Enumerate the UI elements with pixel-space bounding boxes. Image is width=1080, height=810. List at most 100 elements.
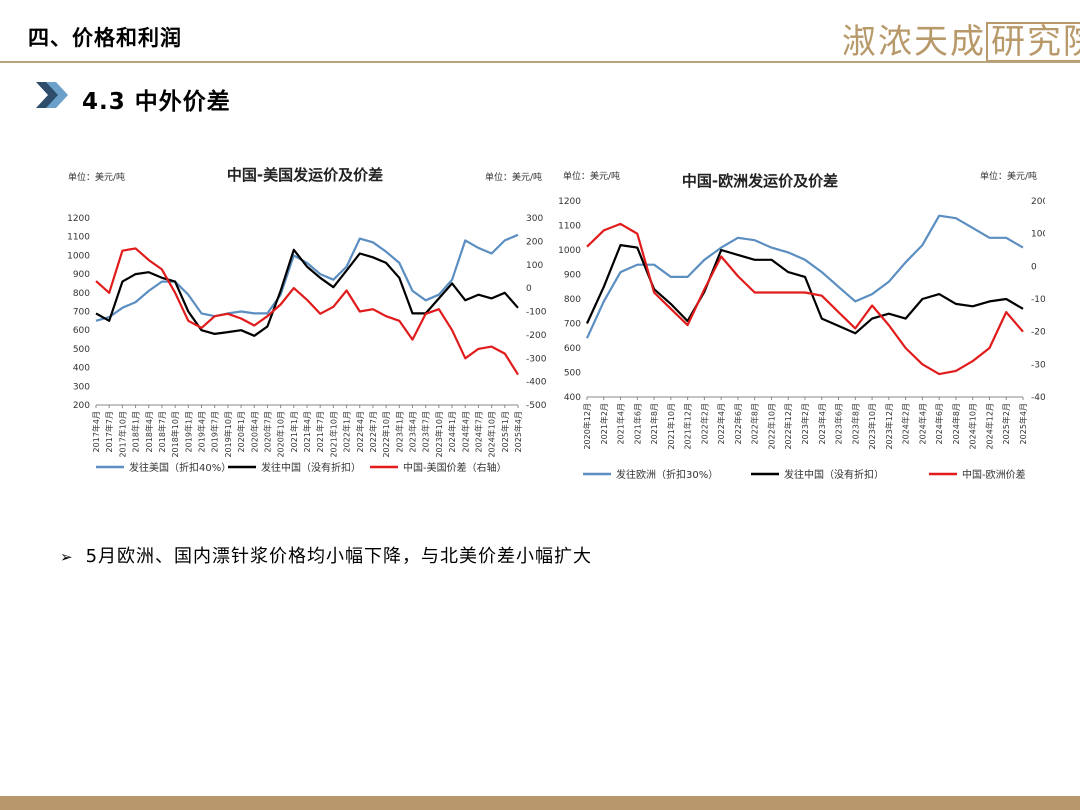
left-tick-label: 700 [564,320,581,330]
x-tick-label: 2024年4月 [460,411,470,452]
x-tick-label: 2021年12月 [683,403,693,450]
chart-title: 中国-欧洲发运价及价差 [682,172,838,190]
series-line-3 [95,247,519,376]
x-tick-label: 2023年12月 [884,403,894,450]
x-tick-label: 2022年1月 [342,411,352,452]
x-tick-label: 2020年12月 [582,403,592,450]
x-tick-label: 2023年4月 [817,403,827,444]
chart-china-us: 中国-美国发运价及价差 单位：美元/吨 单位：美元/吨 200 300 400 500 600… [67,166,547,474]
unit-left: 单位：美元/吨 [563,170,620,182]
right-tick-label: 100 [1031,230,1045,240]
left-tick-label: 1200 [558,197,581,207]
x-tick-label: 2023年2月 [800,403,810,444]
left-tick-label: 200 [73,401,90,411]
left-tick-label: 1100 [558,222,581,232]
x-tick-label: 2021年2月 [599,403,609,444]
right-tick-label: -100 [1031,295,1045,305]
legend-label-2: 发往中国（没有折扣） [261,461,361,474]
x-tick-label: 2019年4月 [197,411,207,452]
right-tick-label: -200 [1031,328,1045,338]
x-tick-label: 2025年4月 [1018,403,1028,444]
right-tick-label: 300 [526,214,543,224]
right-tick-label: -400 [526,378,547,388]
right-tick-label: 200 [1031,197,1045,207]
x-tick-label: 2020年10月 [276,411,286,458]
x-tick-label: 2023年10月 [867,403,877,450]
x-tick-label: 2022年4月 [716,403,726,444]
x-tick-label: 2024年8月 [951,403,961,444]
x-tick-label: 2022年2月 [699,403,709,444]
left-tick-label: 500 [564,369,581,379]
x-tick-label: 2024年2月 [901,403,911,444]
chevron-right-icon [36,82,68,108]
left-tick-label: 900 [564,271,581,281]
series-line-2 [585,243,1024,335]
x-tick-label: 2019年1月 [183,411,193,452]
header-divider [0,61,1080,63]
subsection-title: 4.3 中外价差 [82,89,231,115]
left-tick-label: 1100 [67,233,90,243]
x-tick-label: 2020年1月 [236,411,246,452]
x-tick-label: 2020年7月 [262,411,272,452]
x-tick-label: 2024年6月 [934,403,944,444]
right-tick-label: -400 [1031,393,1045,403]
x-tick-label: 2017年7月 [104,411,114,452]
left-tick-label: 500 [73,345,90,355]
right-tick-label: -100 [526,308,547,318]
x-tick-label: 2023年8月 [850,403,860,444]
x-tick-label: 2024年10月 [487,411,497,458]
chart-title: 中国-美国发运价及价差 [227,166,383,184]
series-line-1 [585,214,1024,339]
brand-logo: 淑浓天成研究院 [842,14,1080,63]
x-tick-label: 2023年1月 [394,411,404,452]
x-tick-label: 2022年10月 [766,403,776,450]
series-line-3 [586,222,1024,376]
summary-text: 5月欧洲、国内漂针浆价格均小幅下降，与北美价差小幅扩大 [85,546,593,567]
x-tick-label: 2023年7月 [421,411,431,452]
x-tick-label: 2021年4月 [302,411,312,452]
x-tick-label: 2021年7月 [315,411,325,452]
series-line-1 [95,233,519,322]
x-tick-label: 2021年8月 [649,403,659,444]
logo-text-main: 淑浓天成 [842,22,986,62]
x-tick-label: 2022年7月 [368,411,378,452]
left-tick-label: 600 [564,344,581,354]
x-tick-label: 2021年10月 [666,403,676,450]
left-tick-label: 600 [73,326,90,336]
left-tick-label: 700 [73,308,90,318]
left-tick-label: 1000 [67,251,90,261]
unit-right: 单位：美元/吨 [980,170,1037,182]
x-tick-label: 2024年10月 [968,403,978,450]
x-tick-label: 2018年4月 [144,411,154,452]
x-tick-label: 2025年4月 [513,411,523,452]
left-tick-label: 300 [73,382,90,392]
x-tick-label: 2023年10月 [434,411,444,458]
right-tick-label: -500 [526,401,547,411]
legend-label-3: 中国-美国价差（右轴） [403,461,507,474]
x-tick-label: 2017年10月 [117,411,127,458]
legend-label-1: 发往欧洲（折扣30%） [616,468,718,481]
left-tick-label: 400 [73,364,90,374]
right-tick-label: -300 [1031,360,1045,370]
left-tick-label: 800 [73,289,90,299]
x-tick-label: 2025年1月 [500,411,510,452]
right-tick-label: 200 [526,237,543,247]
x-tick-label: 2022年10月 [381,411,391,458]
right-tick-label: -200 [526,331,547,341]
bullet-arrow-icon: ➢ [60,548,74,566]
x-tick-label: 2024年4月 [917,403,927,444]
unit-right: 单位：美元/吨 [485,171,542,183]
x-tick-label: 2024年12月 [984,403,994,450]
right-tick-label: 0 [526,284,532,294]
x-tick-label: 2019年10月 [223,411,233,458]
x-tick-label: 2021年6月 [632,403,642,444]
x-tick-label: 2018年10月 [170,411,180,458]
right-tick-label: 0 [1031,262,1037,272]
x-tick-label: 2025年2月 [1001,403,1011,444]
x-tick-label: 2023年6月 [834,403,844,444]
chart-china-europe: 中国-欧洲发运价及价差 单位：美元/吨 单位：美元/吨 400 500 600 700 800… [558,170,1045,481]
x-tick-label: 2021年10月 [328,411,338,458]
right-tick-label: -300 [526,354,547,364]
x-tick-label: 2021年4月 [616,403,626,444]
x-tick-label: 2022年8月 [750,403,760,444]
